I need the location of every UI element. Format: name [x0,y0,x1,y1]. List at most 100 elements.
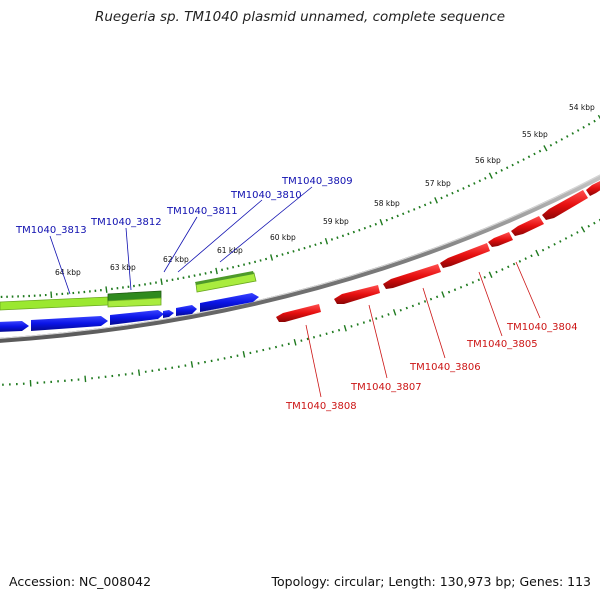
minor-tick [555,141,558,144]
gene-label-TM1040_3809[interactable]: TM1040_3809 [281,176,353,187]
reverse-gene-arrow [488,232,513,247]
major-tick [190,361,194,368]
minor-tick [303,246,306,250]
minor-tick [587,224,590,228]
reverse-gene-arrow [511,216,544,236]
minor-tick [330,238,334,241]
minor-tick [533,152,536,156]
gene-label-TM1040_3812[interactable]: TM1040_3812 [90,217,162,228]
leader-line [219,186,313,263]
minor-tick [541,248,545,252]
minor-tick [429,201,432,204]
gene-label-TM1040_3813[interactable]: TM1040_3813 [15,225,87,236]
minor-tick [262,348,265,352]
minor-tick [308,245,312,248]
minor-tick [347,232,350,236]
kbp-label: 56 kbp [475,156,501,165]
gene-label-TM1040_3806[interactable]: TM1040_3806 [409,362,481,373]
major-tick [379,218,384,226]
topology-summary: Topology: circular; Length: 130,973 bp; … [271,574,592,589]
minor-tick [500,169,503,172]
kbp-label: 58 kbp [374,199,400,208]
minor-tick [255,350,258,353]
major-tick [270,254,274,261]
minor-tick [549,144,553,147]
leader-line [305,324,322,398]
map-title: Ruegeria sp. TM1040 plasmid unnamed, com… [94,9,506,25]
minor-tick [564,237,568,240]
major-tick [105,286,108,293]
minor-tick [462,187,465,190]
kbp-label: 62 kbp [163,255,189,264]
kbp-label: 54 kbp [569,103,595,112]
minor-tick [423,300,427,303]
minor-tick [522,158,525,161]
gene-label-TM1040_3811[interactable]: TM1040_3811 [166,206,238,217]
minor-tick [275,254,279,258]
reverse-gene-arrow [383,264,441,289]
leader-line [177,199,263,273]
gene-label-TM1040_3804[interactable]: TM1040_3804 [506,322,578,333]
minor-tick [559,240,562,243]
minor-tick [287,342,290,346]
reverse-gene-arrow [276,304,321,322]
minor-tick [511,163,514,167]
minor-tick [512,262,516,266]
kbp-scale-labels: 54 kbp 55 kbp 56 kbp 57 kbp 58 kbp 59 kb… [55,103,595,277]
forward-gene-arrow [110,310,164,325]
minor-tick [385,218,388,222]
minor-tick [204,272,207,275]
minor-tick [188,275,191,278]
minor-tick [356,323,359,326]
major-tick [580,226,586,233]
reverse-gene-arrow [542,190,588,220]
kbp-label: 61 kbp [217,246,243,255]
minor-tick [483,275,486,279]
major-tick [488,172,493,179]
minor-tick [417,302,421,305]
leader-line [49,235,71,295]
minor-tick [459,286,463,289]
minor-tick [281,344,284,347]
minor-tick [440,196,443,200]
minor-tick [199,273,202,276]
minor-tick [259,259,262,262]
kbp-label: 59 kbp [323,217,349,226]
minor-tick [352,230,355,234]
minor-tick [507,265,510,269]
plasmid-backbone-highlight [0,174,600,339]
forward-gene-labels: TM1040_3813 TM1040_3812 TM1040_3811 TM10… [15,176,353,295]
minor-tick [193,274,196,277]
gene-label-TM1040_3805[interactable]: TM1040_3805 [466,339,538,350]
minor-tick [387,313,390,316]
minor-tick [369,224,372,228]
gene-label-TM1040_3810[interactable]: TM1040_3810 [230,190,302,201]
minor-tick [445,194,449,197]
feature-bar [107,297,162,308]
gene-label-TM1040_3807[interactable]: TM1040_3807 [350,382,422,393]
minor-tick [374,222,377,226]
leader-line [515,261,541,319]
major-tick [137,369,141,376]
minor-tick [570,234,573,237]
minor-tick [576,231,579,234]
feature-track [0,271,257,311]
minor-tick [467,184,471,188]
gene-label-TM1040_3808[interactable]: TM1040_3808 [285,401,357,412]
minor-tick [407,210,410,213]
minor-tick [505,166,509,170]
kbp-label: 57 kbp [425,179,451,188]
major-tick [392,309,397,316]
major-tick [488,271,493,278]
inner-tick-ring [2,218,600,387]
minor-tick [429,297,433,301]
major-tick [84,375,87,383]
minor-tick [571,132,574,135]
major-tick [543,145,548,152]
minor-tick [281,253,284,256]
major-tick [597,114,600,120]
minor-tick [405,306,408,310]
minor-tick [566,135,569,138]
minor-tick [268,347,271,350]
minor-tick [456,189,460,193]
